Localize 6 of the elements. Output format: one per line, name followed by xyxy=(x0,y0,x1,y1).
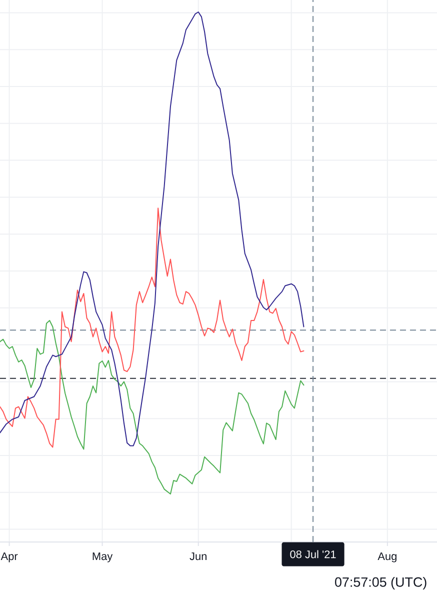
x-tick-label: May xyxy=(92,552,113,562)
x-tick-label: Apr xyxy=(0,552,18,562)
text: 07:57:05 (UTC) xyxy=(335,576,426,590)
ref-line-label: 08 Jul '21 xyxy=(290,550,336,558)
x-tick-label: Jun xyxy=(190,552,206,560)
x-tick-label: Aug xyxy=(378,552,396,562)
